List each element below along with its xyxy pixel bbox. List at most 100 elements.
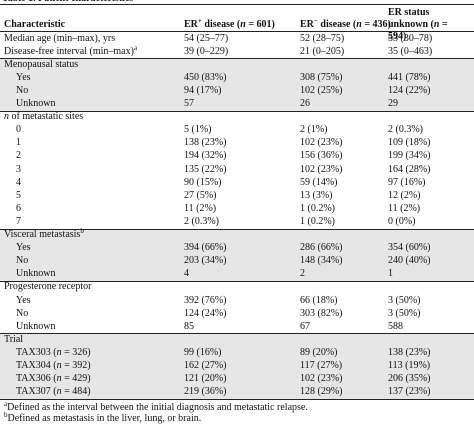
cell: 156 (36%) bbox=[300, 150, 343, 162]
row-label: 5 bbox=[16, 189, 21, 201]
text-part: = 436) bbox=[361, 19, 391, 30]
cell: 206 (35%) bbox=[388, 373, 431, 385]
section-label: Menopausal status bbox=[4, 58, 79, 70]
cell: 59 (14%) bbox=[300, 176, 338, 188]
cell: 29 bbox=[388, 98, 398, 109]
cell: 26 bbox=[300, 98, 310, 109]
cell: 35 (0–463) bbox=[388, 45, 433, 57]
cell: 138 (23%) bbox=[388, 346, 431, 358]
cell: 54 (25–77) bbox=[184, 32, 229, 44]
row-label: 1 bbox=[16, 137, 21, 149]
cell: 124 (22%) bbox=[388, 84, 431, 96]
text-part: a bbox=[4, 399, 8, 408]
cell: 67 bbox=[300, 320, 310, 332]
row-label: No bbox=[16, 307, 29, 319]
text-part: Defined as the interval between the init… bbox=[7, 401, 308, 413]
text-part: n bbox=[356, 19, 362, 30]
cell: 308 (75%) bbox=[300, 71, 343, 83]
cell: 102 (23%) bbox=[300, 163, 343, 175]
cell: 113 (19%) bbox=[388, 360, 431, 371]
row-label: Yes bbox=[16, 294, 31, 306]
cell: 39 (0–229) bbox=[184, 45, 229, 57]
cell: 89 (20%) bbox=[300, 346, 338, 358]
text-part: Defined as metastasis in the liver, lung… bbox=[7, 412, 202, 424]
footnote: aDefined as the interval between the ini… bbox=[4, 399, 308, 414]
row-label: 3 bbox=[16, 163, 21, 175]
cell: 194 (32%) bbox=[184, 150, 227, 162]
section-label: Visceral metastasisb bbox=[4, 228, 84, 241]
cell: 94 (17%) bbox=[184, 84, 222, 96]
text-part: ER bbox=[300, 19, 314, 30]
cell: 102 (25%) bbox=[300, 84, 343, 96]
text-part: Visceral metastasis bbox=[4, 229, 81, 240]
row-label: No bbox=[16, 255, 29, 267]
cell: 203 (34%) bbox=[184, 255, 227, 267]
row-label: TAX304 (n = 392) bbox=[16, 360, 91, 372]
cell: 4 bbox=[184, 268, 189, 280]
text-part: a bbox=[133, 43, 138, 52]
cell: 124 (24%) bbox=[184, 307, 227, 319]
cell: 240 (40%) bbox=[388, 255, 431, 267]
text-part: TAX303 ( bbox=[16, 346, 57, 358]
cell: 392 (76%) bbox=[184, 294, 227, 306]
cell: 121 (20%) bbox=[184, 373, 227, 385]
table-title: Table 1. Patient characteristics bbox=[2, 0, 133, 5]
text-part: = 594) bbox=[388, 19, 448, 42]
cell: 109 (18%) bbox=[388, 137, 431, 149]
row-label: Disease-free interval (min–max)a bbox=[4, 43, 138, 58]
text-part: = 601) bbox=[245, 19, 275, 30]
text-part: ER bbox=[184, 19, 198, 30]
text-part: TAX306 ( bbox=[16, 373, 57, 385]
text-part: ER status unknown ( bbox=[388, 7, 434, 30]
cell: 1 (0.2%) bbox=[300, 202, 335, 214]
cell: 0 (0%) bbox=[388, 215, 416, 227]
text-part: TAX307 ( bbox=[16, 386, 57, 398]
cell: 11 (2%) bbox=[388, 202, 421, 214]
cell: 219 (36%) bbox=[184, 386, 227, 398]
section-label: n of metastatic sites bbox=[4, 111, 83, 123]
text-part: = 326) bbox=[61, 346, 91, 358]
cell: 97 (16%) bbox=[388, 176, 426, 188]
text-part: n bbox=[4, 111, 9, 123]
cell: 148 (34%) bbox=[300, 255, 343, 267]
text-part: TAX304 ( bbox=[16, 360, 57, 371]
text-part: − bbox=[313, 17, 318, 25]
row-label: 4 bbox=[16, 176, 21, 188]
row-label: Median age (min–max), yrs bbox=[4, 32, 116, 44]
text-part: n bbox=[56, 373, 62, 385]
row-label: 6 bbox=[16, 202, 21, 214]
footnote: bDefined as metastasis in the liver, lun… bbox=[4, 411, 202, 425]
cell: 11 (2%) bbox=[184, 202, 217, 214]
cell: 286 (66%) bbox=[300, 242, 343, 254]
cell: 85 bbox=[184, 320, 194, 332]
cell: 52 (28–75) bbox=[300, 32, 345, 44]
cell: 1 bbox=[388, 268, 393, 280]
cell: 441 (78%) bbox=[388, 71, 431, 83]
cell: 162 (27%) bbox=[184, 360, 227, 371]
text-part: = 484) bbox=[61, 386, 91, 398]
cell: 102 (23%) bbox=[300, 137, 343, 149]
text-part: n bbox=[56, 386, 62, 398]
cell: 138 (23%) bbox=[184, 137, 227, 149]
cell: 135 (22%) bbox=[184, 163, 227, 175]
cell: 57 bbox=[184, 98, 194, 109]
row-label: TAX303 (n = 326) bbox=[16, 347, 91, 359]
section-label: Trial bbox=[4, 333, 24, 345]
column-header: Characteristic bbox=[4, 19, 66, 30]
text-part: n bbox=[56, 360, 62, 371]
cell: 3 (50%) bbox=[388, 294, 421, 306]
row-label: No bbox=[16, 84, 29, 96]
rule bbox=[0, 31, 474, 32]
rule bbox=[0, 333, 474, 334]
cell: 2 (0.3%) bbox=[388, 124, 423, 136]
column-header: ER status unknown (n = 594) bbox=[388, 7, 468, 43]
rule bbox=[0, 280, 474, 282]
cell: 199 (34%) bbox=[388, 150, 431, 162]
cell: 137 (23%) bbox=[388, 386, 431, 398]
cell: 27 (5%) bbox=[184, 189, 217, 201]
cell: 117 (27%) bbox=[300, 360, 343, 371]
cell: 53 (30–78) bbox=[388, 32, 433, 44]
cell: 1 (0.2%) bbox=[300, 215, 335, 227]
cell: 21 (0–205) bbox=[300, 45, 345, 57]
